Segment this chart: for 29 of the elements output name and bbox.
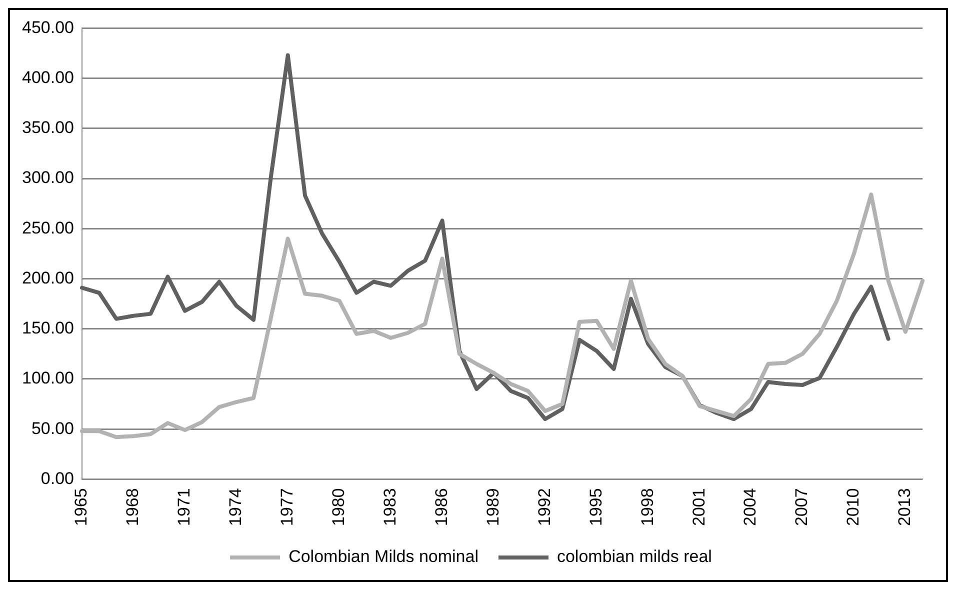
x-tick-label: 1995: [586, 488, 606, 526]
legend-label: colombian milds real: [556, 547, 712, 566]
x-tick-label: 2010: [844, 488, 863, 526]
x-tick-label: 2004: [740, 488, 760, 526]
x-tick-label: 1971: [174, 488, 194, 526]
x-tick-label: 1986: [432, 488, 451, 526]
y-tick-label: 150.00: [22, 318, 74, 338]
y-tick-label: 100.00: [22, 368, 74, 388]
y-tick-label: 200.00: [22, 268, 74, 288]
y-tick-label: 300.00: [22, 168, 74, 188]
x-tick-label: 1965: [72, 488, 91, 526]
legend-label: Colombian Milds nominal: [288, 547, 478, 566]
x-tick-label: 1983: [380, 488, 400, 526]
x-tick-label: 1968: [123, 488, 142, 526]
x-tick-label: 1989: [483, 488, 502, 526]
y-tick-label: 250.00: [22, 218, 74, 238]
y-tick-label: 350.00: [22, 118, 74, 138]
x-tick-label: 1977: [278, 488, 297, 526]
x-tick-label: 2013: [895, 488, 914, 526]
x-tick-label: 2007: [792, 488, 812, 526]
y-tick-label: 450.00: [22, 18, 74, 37]
x-tick-label: 1992: [534, 488, 554, 526]
y-tick-label: 400.00: [22, 68, 74, 87]
x-tick-label: 1998: [638, 488, 657, 526]
x-tick-label: 1974: [226, 488, 246, 526]
y-tick-label: 50.00: [31, 418, 74, 438]
y-tick-label: 0.00: [40, 468, 74, 488]
x-tick-label: 2001: [689, 488, 708, 526]
x-tick-label: 1980: [329, 488, 348, 526]
